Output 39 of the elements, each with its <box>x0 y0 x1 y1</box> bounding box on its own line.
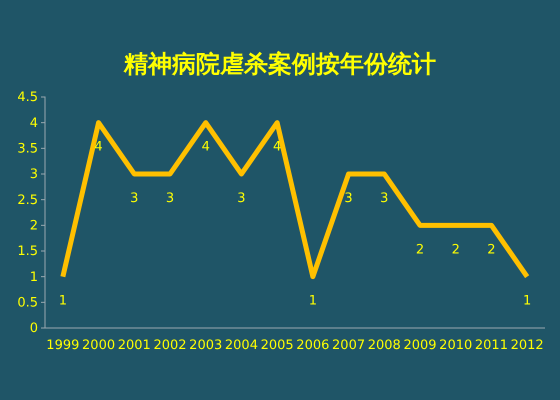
data-label: 4 <box>202 140 210 155</box>
y-tick-label: 2.5 <box>17 192 38 208</box>
y-tick-label: 3 <box>30 167 38 182</box>
data-label: 3 <box>130 191 138 206</box>
y-tick-label: 3.5 <box>17 141 38 156</box>
x-tick-label: 2005 <box>260 338 294 354</box>
data-label: 1 <box>523 294 532 309</box>
data-label: 2 <box>452 242 460 258</box>
data-label: 2 <box>416 242 424 258</box>
y-tick-label: 1 <box>30 270 38 285</box>
x-tick-label: 2009 <box>403 338 437 354</box>
x-tick-label: 2007 <box>332 338 366 354</box>
y-tick-label: 2 <box>30 218 38 234</box>
data-label: 2 <box>487 242 496 258</box>
y-tick-label: 4.5 <box>17 90 38 106</box>
x-tick-label: 2004 <box>224 338 258 354</box>
x-tick-label: 2008 <box>368 338 401 354</box>
x-tick-label: 2012 <box>510 338 544 354</box>
x-tick-label: 2001 <box>118 338 151 354</box>
data-label: 1 <box>58 294 67 309</box>
data-label: 3 <box>380 191 388 206</box>
y-tick-label: 4 <box>30 116 38 131</box>
x-tick-label: 2010 <box>439 338 472 354</box>
y-tick-label: 1.5 <box>17 244 38 260</box>
data-label: 3 <box>237 191 246 206</box>
data-label: 3 <box>344 191 353 206</box>
data-label: 4 <box>94 140 103 155</box>
y-tick-label: 0.5 <box>17 295 38 310</box>
x-tick-label: 1999 <box>46 338 80 354</box>
x-tick-label: 2002 <box>153 338 187 354</box>
x-tick-label: 2000 <box>82 338 116 354</box>
y-tick-label: 0 <box>30 321 38 336</box>
x-tick-label: 2011 <box>474 338 508 354</box>
data-label: 3 <box>166 191 174 206</box>
data-label: 1 <box>308 294 317 309</box>
chart-title: 精神病院虐杀案例按年份统计 <box>123 50 436 78</box>
x-tick-label: 2003 <box>189 338 222 354</box>
data-label: 4 <box>273 140 282 155</box>
x-tick-label: 2006 <box>296 338 330 354</box>
